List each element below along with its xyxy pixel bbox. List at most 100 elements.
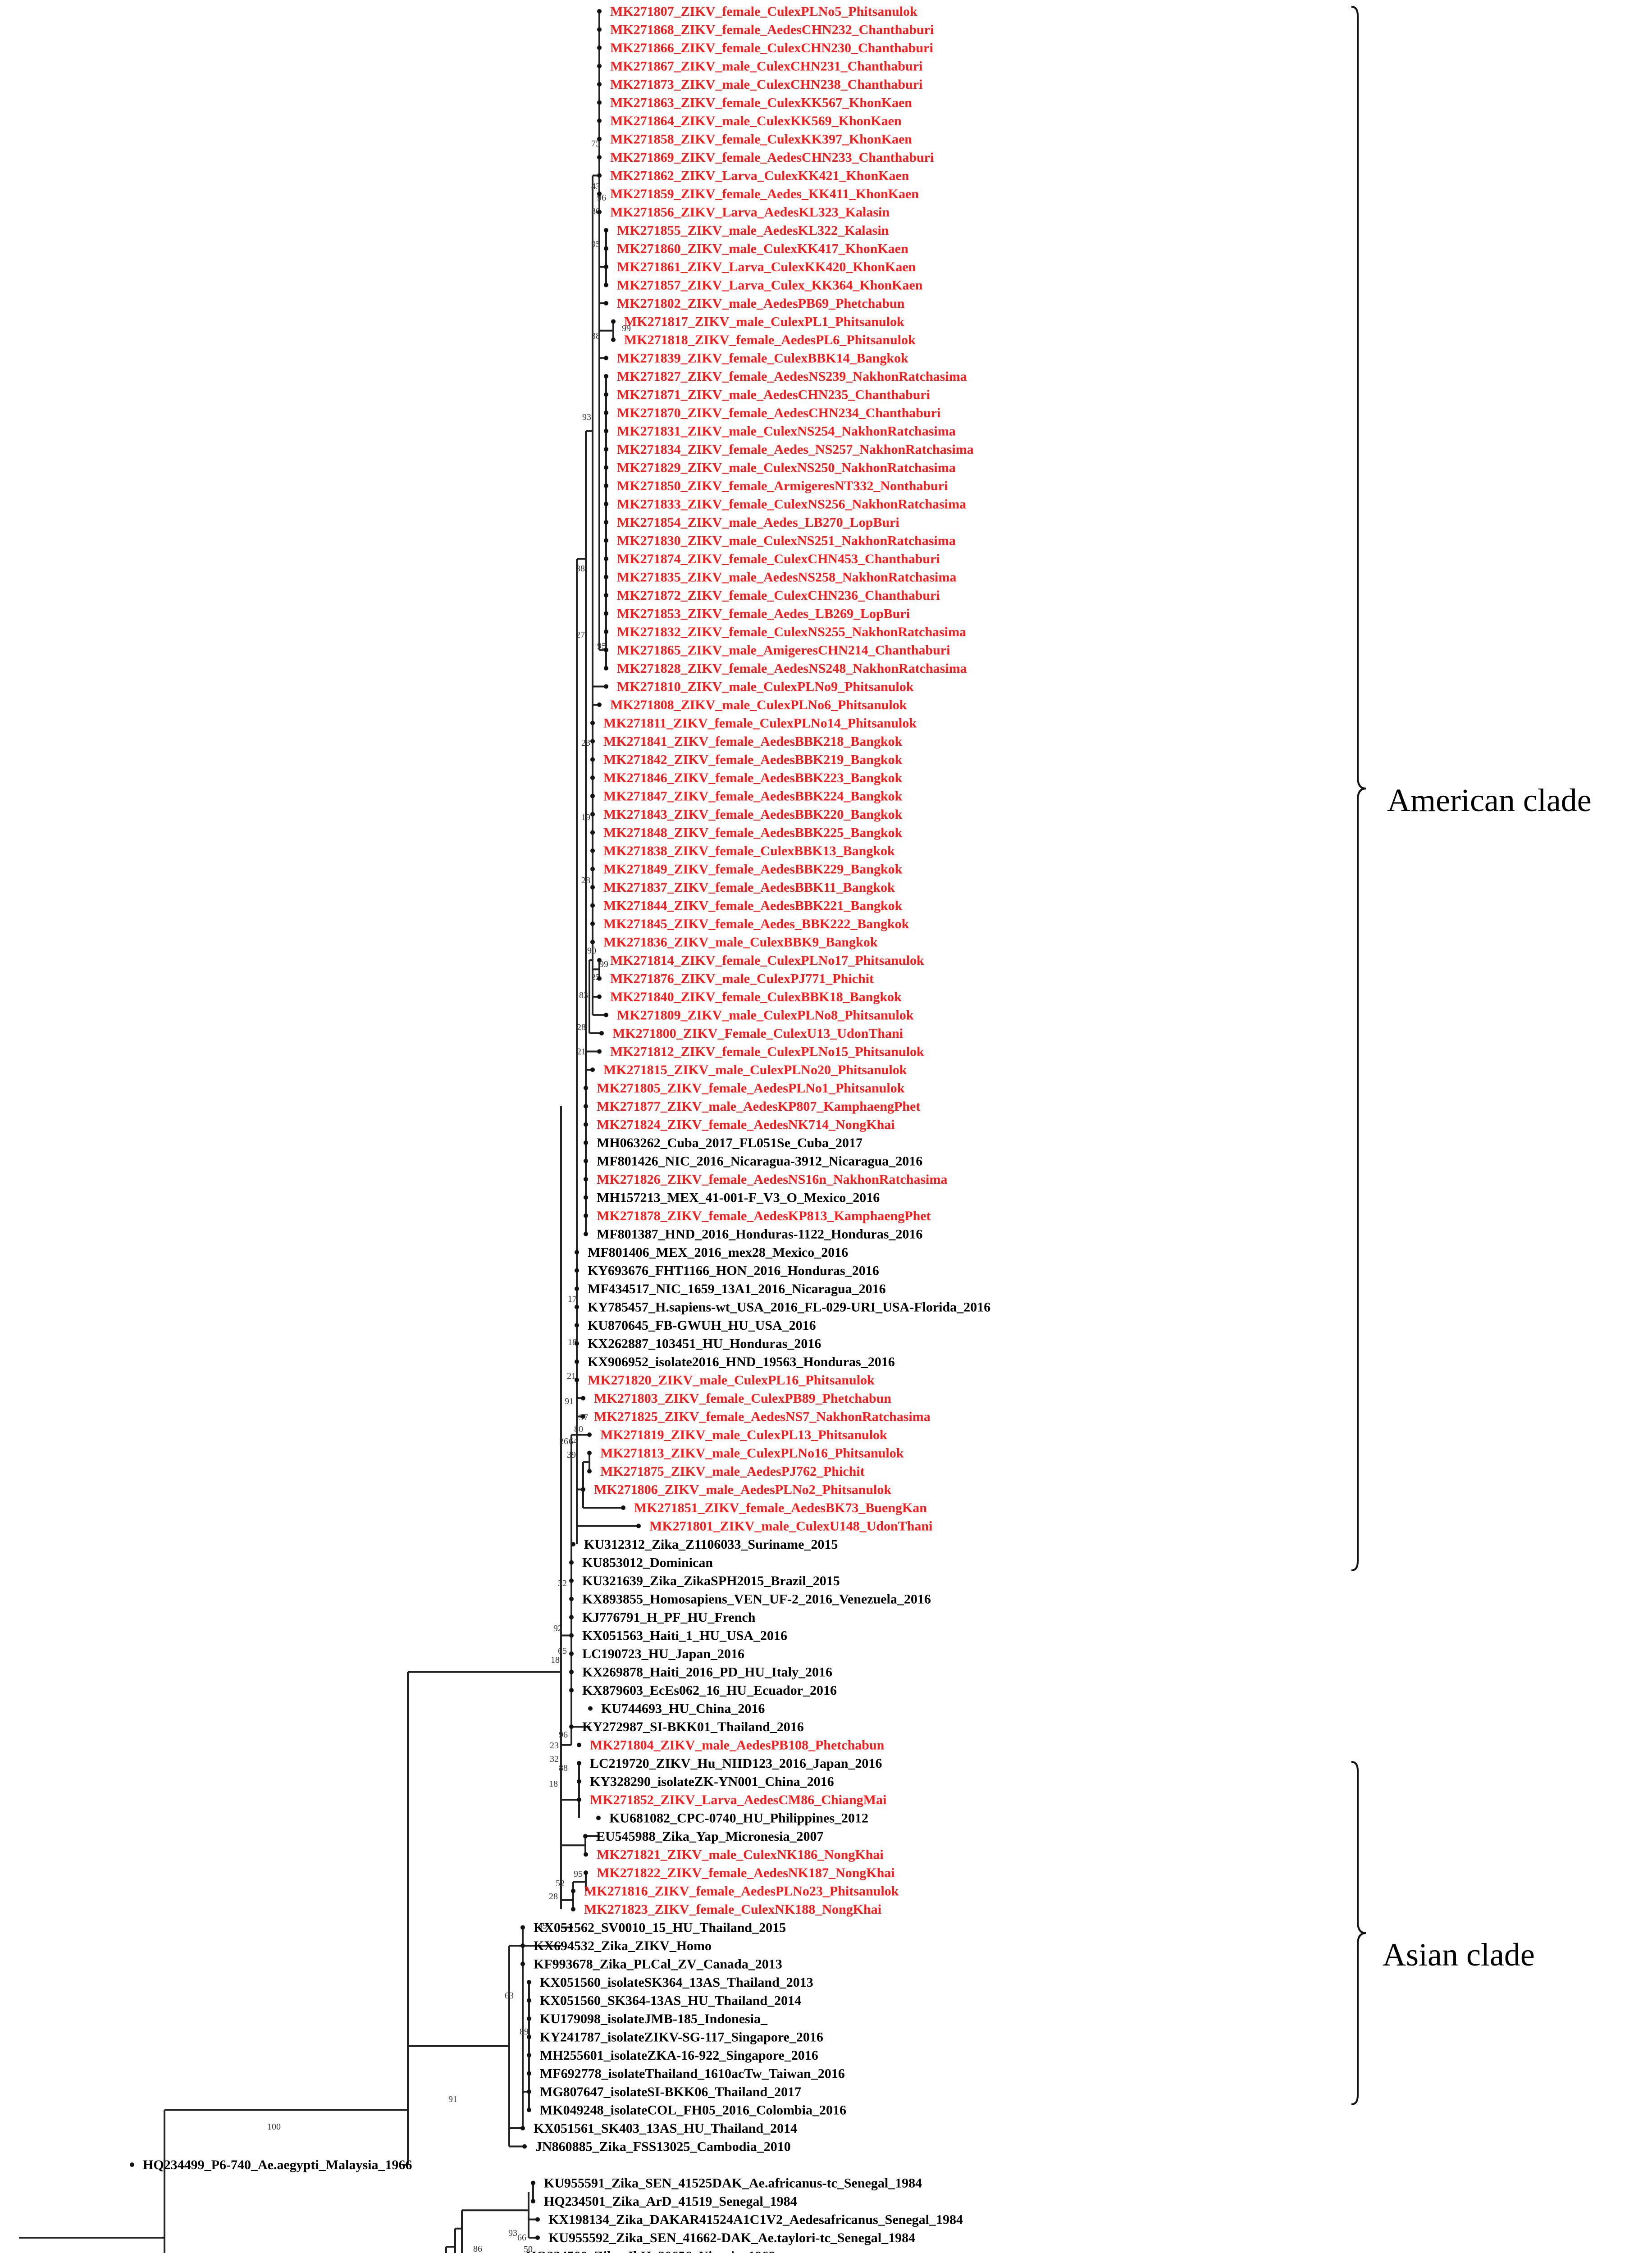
leaf-node-icon (588, 1706, 593, 1711)
leaf-label: MK271831_ZIKV_male_CulexNS254_NakhonRatc… (617, 424, 956, 439)
leaf-label: MK271870_ZIKV_female_AedesCHN234_Chantha… (617, 406, 940, 420)
leaf: MK271834_ZIKV_female_Aedes_NS257_NakhonR… (604, 442, 974, 457)
leaf-node-icon (575, 1268, 579, 1273)
leaf: MK271825_ZIKV_female_AedesNS7_NakhonRatc… (581, 1409, 931, 1424)
leaf: MK271803_ZIKV_female_CulexPB89_Phetchabu… (581, 1391, 891, 1406)
leaf-node-icon (587, 1469, 592, 1473)
leaf-node-icon (569, 1596, 574, 1601)
bootstrap-value: 21 (567, 1371, 576, 1381)
leaf-label: MK271806_ZIKV_male_AedesPLNo2_Phitsanulo… (594, 1482, 891, 1497)
leaf-label: LC219720_ZIKV_Hu_NIID123_2016_Japan_2016 (590, 1756, 882, 1771)
leaf: LC219720_ZIKV_Hu_NIID123_2016_Japan_2016 (577, 1756, 882, 1771)
leaf: MH255601_isolateZKA-16-922_Singapore_201… (527, 2048, 818, 2063)
leaf: MK271869_ZIKV_female_AedesCHN233_Chantha… (597, 150, 934, 165)
leaf-label: MK271800_ZIKV_Female_CulexU13_UdonThani (612, 1026, 903, 1041)
leaf: MK271841_ZIKV_female_AedesBBK218_Bangkok (590, 734, 903, 749)
leaf: MK271807_ZIKV_female_CulexPLNo5_Phitsanu… (597, 4, 917, 19)
leaf-node-icon (577, 1779, 581, 1784)
leaf-node-icon (569, 1615, 574, 1619)
leaf: MK271862_ZIKV_Larva_CulexKK421_KhonKaen (597, 169, 909, 183)
leaf-label: MK271878_ZIKV_female_AedesKP813_Kamphaen… (597, 1209, 931, 1223)
leaf-node-icon (636, 1523, 641, 1528)
leaf: KY693676_FHT1166_HON_2016_Honduras_2016 (575, 1263, 879, 1278)
leaf: MK271868_ZIKV_female_AedesCHN232_Chantha… (597, 23, 934, 37)
leaf-node-icon (535, 2217, 540, 2222)
leaf-node-icon (571, 1888, 575, 1893)
leaf-node-icon (584, 1195, 588, 1200)
bootstrap-value: 88 (559, 1763, 568, 1773)
leaf-node-icon (575, 1341, 579, 1346)
leaf-label: MK271856_ZIKV_Larva_AedesKL323_Kalasin (610, 205, 890, 220)
leaf-node-icon (604, 465, 608, 470)
clade-bracket-icon (1351, 6, 1366, 1571)
leaf-node-icon (569, 1633, 574, 1638)
leaf-node-icon (531, 2199, 535, 2203)
leaf-label: MK271859_ZIKV_female_Aedes_KK411_KhonKae… (610, 187, 919, 201)
leaf-node-icon (571, 1907, 575, 1911)
bootstrap-value: 18 (549, 1779, 558, 1789)
leaf: MK271810_ZIKV_male_CulexPLNo9_Phitsanulo… (604, 680, 914, 694)
leaf: MK271800_ZIKV_Female_CulexU13_UdonThani (599, 1026, 903, 1041)
leaf-label: MK271852_ZIKV_Larva_AedesCM86_ChiangMai (590, 1792, 886, 1807)
leaf-node-icon (604, 228, 608, 233)
leaf-label: MK271825_ZIKV_female_AedesNS7_NakhonRatc… (594, 1409, 931, 1424)
leaf-node-icon (597, 192, 602, 196)
leaf-label: HQ234499_P6-740_Ae.aegypti_Malaysia_1966 (143, 2157, 412, 2172)
leaf-label: MK271847_ZIKV_female_AedesBBK224_Bangkok (603, 789, 903, 804)
leaf-label: MK271823_ZIKV_female_CulexNK188_NongKhai (584, 1902, 881, 1917)
leaf-node-icon (569, 1688, 574, 1692)
leaf-node-icon (597, 702, 602, 707)
leaf-node-icon (597, 46, 602, 50)
leaf-node-icon (611, 319, 616, 324)
leaf: MK271865_ZIKV_male_AmigeresCHN214_Chanth… (604, 643, 950, 658)
leaf: MF692778_isolateThailand_1610acTw_Taiwan… (527, 2066, 845, 2081)
bootstrap-value: 95 (591, 239, 600, 249)
leaf: MK271804_ZIKV_male_AedesPB108_Phetchabun (577, 1738, 885, 1753)
leaf-node-icon (569, 1578, 574, 1583)
bootstrap-value: 50 (524, 2244, 533, 2253)
leaf-label: MK271816_ZIKV_female_AedesPLNo23_Phitsan… (584, 1884, 899, 1899)
leaf: MK271849_ZIKV_female_AedesBBK229_Bangkok (590, 862, 903, 877)
leaf: KY785457_H.sapiens-wt_USA_2016_FL-029-UR… (575, 1300, 990, 1315)
leaf-node-icon (587, 1432, 592, 1437)
bootstrap-value: 100 (267, 2122, 281, 2132)
leaf: MK271805_ZIKV_female_AedesPLNo1_Phitsanu… (584, 1081, 905, 1096)
leaf: KX051561_SK403_13AS_HU_Thailand_2014 (520, 2121, 797, 2136)
leaf-label: MK271848_ZIKV_female_AedesBBK225_Bangkok (603, 825, 903, 840)
leaf: MK271845_ZIKV_female_Aedes_BBK222_Bangko… (590, 917, 909, 931)
leaf: MK271815_ZIKV_male_CulexPLNo20_Phitsanul… (590, 1063, 907, 1077)
bootstrap-value: 23 (581, 738, 590, 748)
leaf-label: KU681082_CPC-0740_HU_Philippines_2012 (609, 1811, 868, 1826)
leaf-node-icon (584, 1177, 588, 1181)
leaf-node-icon (520, 1925, 525, 1930)
leaf-label: MK271835_ZIKV_male_AedesNS258_NakhonRatc… (617, 570, 956, 585)
leaf-label: MK271875_ZIKV_male_AedesPJ762_Phichit (600, 1464, 865, 1479)
leaf-node-icon (604, 429, 608, 433)
bootstrap-value: 96 (559, 1730, 568, 1740)
leaf-node-icon (590, 812, 595, 816)
leaf-label: KX269878_Haiti_2016_PD_HU_Italy_2016 (582, 1665, 832, 1680)
leaf: MK271863_ZIKV_female_CulexKK567_KhonKaen (597, 96, 912, 110)
leaf: MK271830_ZIKV_male_CulexNS251_NakhonRatc… (604, 534, 956, 548)
leaf: MH063262_Cuba_2017_FL051Se_Cuba_2017 (584, 1136, 863, 1150)
bootstrap-value: 32 (558, 1578, 567, 1588)
leaf-node-icon (590, 848, 595, 853)
leaf-label: MK271871_ZIKV_male_AedesCHN235_Chanthabu… (617, 388, 930, 402)
leaf-label: MK271820_ZIKV_male_CulexPL16_Phitsanulok (588, 1373, 875, 1388)
leaf-label: MK271811_ZIKV_female_CulexPLNo14_Phitsan… (603, 716, 917, 731)
leaf: MK271843_ZIKV_female_AedesBBK220_Bangkok (590, 807, 903, 822)
leaf: KX879603_EcEs062_16_HU_Ecuador_2016 (569, 1683, 837, 1698)
leaf-label: MK271864_ZIKV_male_CulexKK569_KhonKaen (610, 114, 902, 128)
bootstrap-value: 64 (569, 1437, 578, 1446)
leaf-node-icon (604, 629, 608, 634)
leaf-node-icon (584, 1085, 588, 1090)
leaf: MK271824_ZIKV_female_AedesNK714_NongKhai (584, 1117, 895, 1132)
leaf-label: MH063262_Cuba_2017_FL051Se_Cuba_2017 (597, 1136, 863, 1150)
bootstrap-value: 28 (581, 876, 590, 885)
leaf-label: KY693676_FHT1166_HON_2016_Honduras_2016 (588, 1263, 879, 1278)
leaf-labels: MK271807_ZIKV_female_CulexPLNo5_Phitsanu… (130, 4, 990, 2253)
leaf-node-icon (527, 2107, 531, 2112)
leaf: MK271822_ZIKV_female_AedesNK187_NongKhai (584, 1865, 895, 1880)
leaf-label: KX198134_Zika_DAKAR41524A1C1V2_Aedesafri… (548, 2212, 963, 2227)
leaf: MK271827_ZIKV_female_AedesNS239_NakhonRa… (604, 369, 967, 384)
